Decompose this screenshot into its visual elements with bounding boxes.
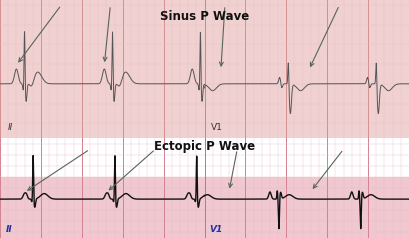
Text: II: II — [7, 123, 13, 132]
Text: II: II — [6, 225, 13, 234]
Text: V1: V1 — [209, 225, 222, 234]
Text: Sinus P Wave: Sinus P Wave — [160, 10, 249, 23]
Text: Ectopic P Wave: Ectopic P Wave — [154, 140, 255, 153]
Text: V1: V1 — [211, 123, 222, 132]
Bar — [0, 177, 409, 238]
